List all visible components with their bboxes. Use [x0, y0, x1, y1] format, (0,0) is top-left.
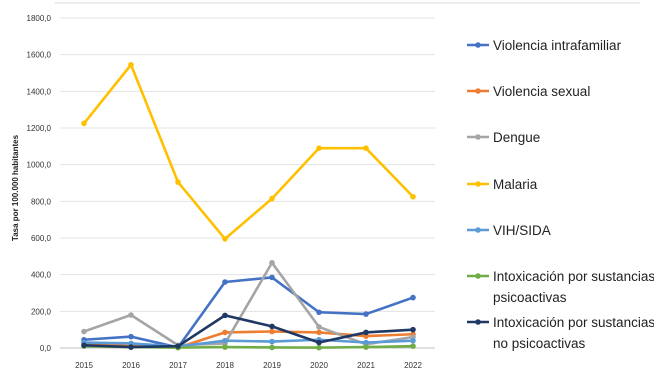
y-tick-label: 200,0	[31, 307, 52, 316]
legend-item: VIH/SIDA	[467, 223, 551, 238]
y-tick-label: 800,0	[31, 197, 52, 206]
y-tick-label: 1400,0	[27, 87, 52, 96]
data-point	[410, 337, 416, 344]
legend-marker	[475, 88, 481, 94]
data-point	[410, 326, 416, 333]
legend-label: Malaria	[493, 177, 538, 192]
legend-item: Violencia sexual	[467, 84, 590, 99]
data-point	[269, 344, 275, 351]
data-point	[410, 343, 416, 349]
legend-label: Violencia sexual	[493, 84, 590, 99]
data-point	[316, 145, 322, 151]
x-axis-ticks: 2015 2016 2017 2018 2019 2020 2021 2022	[75, 361, 422, 370]
legend-label: Violencia intrafamiliar	[493, 38, 622, 53]
data-point	[222, 279, 228, 285]
data-point	[222, 312, 228, 319]
x-tick-label: 2021	[357, 361, 375, 370]
legend-item: Intoxicación por sustancias no psicoactiv…	[467, 315, 654, 351]
y-tick-label: 1600,0	[27, 51, 52, 60]
data-point	[363, 311, 369, 317]
legend-label: no psicoactivas	[493, 336, 586, 351]
y-tick-label: 1800,0	[27, 14, 52, 23]
series-line	[82, 63, 414, 241]
data-point	[81, 120, 87, 127]
data-point	[222, 236, 228, 242]
y-axis-ticks: 0,0 200,0 400,0 600,0 800,0 1000,0 1200,0 1400,…	[27, 14, 52, 353]
legend-marker	[475, 273, 481, 279]
series-line	[83, 314, 414, 349]
data-point	[175, 343, 181, 349]
data-point	[363, 329, 369, 336]
data-point	[269, 274, 275, 281]
data-point	[363, 344, 369, 350]
legend-item: Malaria	[467, 177, 538, 192]
y-tick-label: 0,0	[40, 344, 52, 353]
data-point	[128, 312, 134, 318]
data-point	[316, 324, 322, 330]
data-point	[316, 309, 322, 316]
data-point	[269, 323, 275, 330]
data-point	[363, 145, 369, 151]
data-point	[363, 339, 369, 346]
data-point	[128, 344, 134, 350]
x-tick-label: 2016	[122, 361, 140, 370]
x-tick-label: 2022	[404, 361, 422, 370]
y-tick-label: 600,0	[31, 234, 52, 243]
y-tick-label: 1000,0	[27, 161, 52, 170]
data-point	[269, 338, 275, 345]
series-line	[83, 338, 414, 348]
legend-item: Intoxicación por sustancias psicoactivas	[467, 269, 654, 305]
series-4	[81, 61, 416, 242]
series-7	[81, 312, 416, 350]
legend-marker	[475, 319, 481, 325]
data-point	[128, 61, 134, 68]
legend-item: Dengue	[467, 130, 540, 145]
data-point	[175, 179, 181, 185]
legend-label: Intoxicación por sustancias	[493, 315, 654, 330]
data-point	[316, 339, 322, 346]
data-point	[81, 342, 87, 349]
legend-label: VIH/SIDA	[493, 223, 551, 238]
y-tick-label: 400,0	[31, 271, 52, 280]
legend-label: psicoactivas	[493, 290, 567, 305]
x-tick-label: 2017	[169, 361, 187, 370]
legend-label: Intoxicación por sustancias	[493, 269, 654, 284]
legend-marker	[475, 181, 481, 187]
legend-marker	[475, 42, 481, 48]
x-tick-label: 2019	[263, 361, 281, 370]
data-point	[222, 329, 228, 336]
data-point	[269, 259, 275, 266]
x-tick-label: 2020	[310, 361, 328, 370]
data-point	[128, 333, 134, 340]
series-line	[83, 276, 414, 349]
legend-label: Dengue	[493, 130, 540, 145]
x-tick-label: 2018	[216, 361, 234, 370]
data-point	[222, 344, 228, 350]
data-point	[410, 294, 416, 301]
series-lines	[81, 61, 416, 351]
data-point	[269, 328, 275, 335]
data-point	[269, 195, 275, 202]
data-point	[316, 344, 322, 351]
data-point	[222, 337, 228, 344]
y-axis-label: Tasa por 100.000 habitantes	[11, 134, 20, 241]
legend-marker	[475, 134, 481, 140]
legend-marker	[475, 227, 481, 233]
legend: Violencia intrafamiliar Violencia sexual D…	[467, 38, 654, 351]
y-tick-label: 1200,0	[27, 124, 52, 133]
data-point	[81, 328, 87, 335]
x-tick-label: 2015	[75, 361, 93, 370]
data-point	[410, 193, 416, 200]
legend-item: Violencia intrafamiliar	[467, 38, 622, 53]
data-point	[316, 329, 322, 336]
